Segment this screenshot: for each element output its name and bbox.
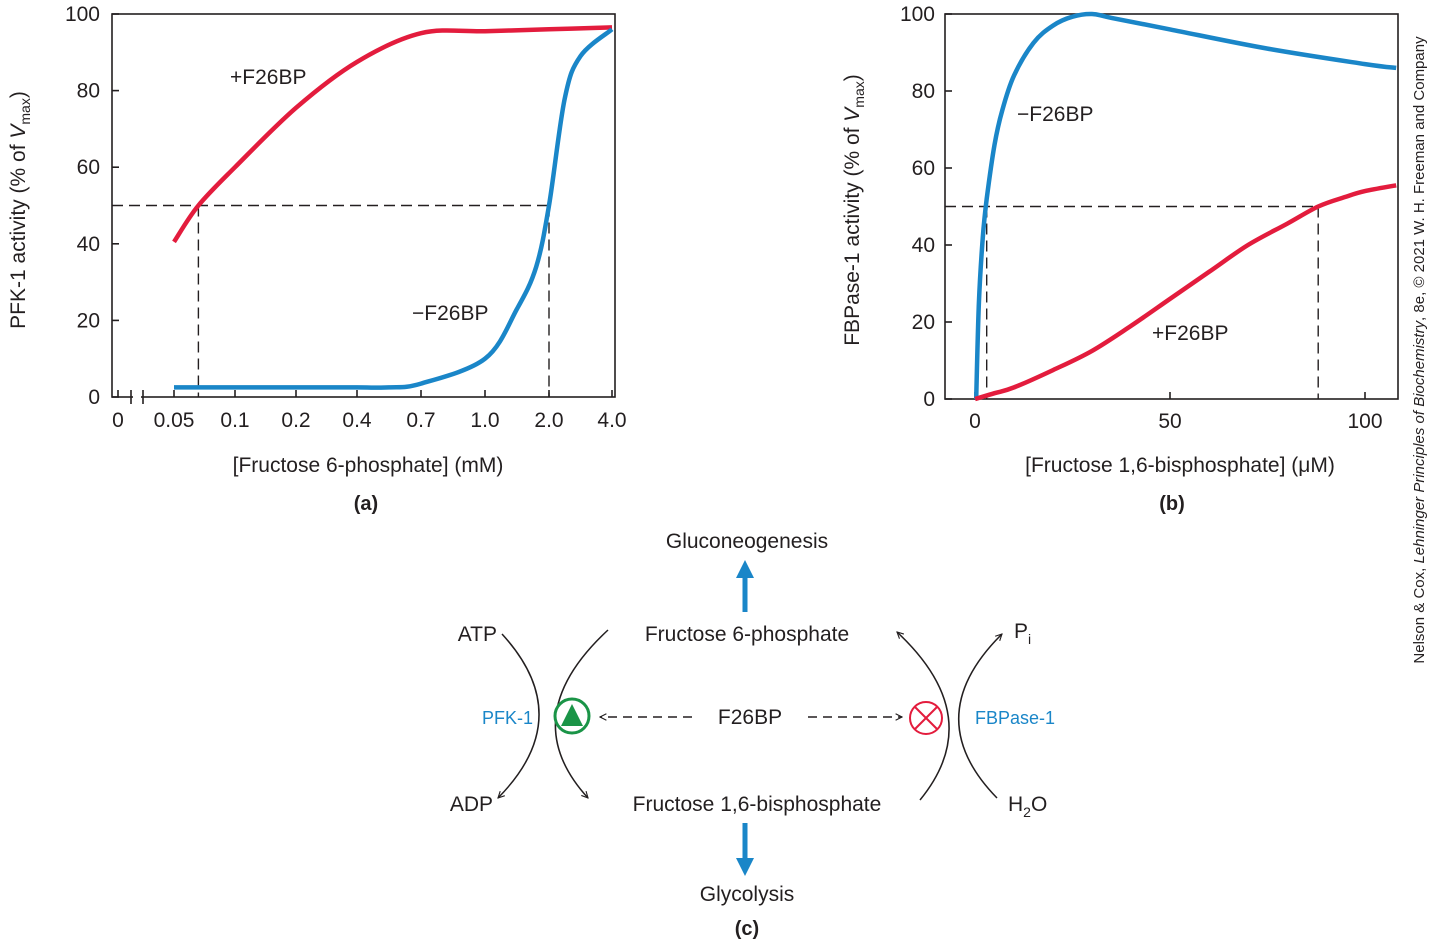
chart-a-x-axis-title: [Fructose 6-phosphate] (mM) <box>233 454 504 477</box>
chart-a-series-minus-f26bp-line <box>174 27 614 390</box>
chart-b-panel-label: (b) <box>1159 493 1185 515</box>
chart-a-series-plus-f26bp-line <box>172 25 613 244</box>
chart-a-y-tick-label: 60 <box>77 156 100 179</box>
chart-a-y-tick-label: 0 <box>88 386 100 409</box>
chart-a-x-tick-label: 0.1 <box>220 409 249 432</box>
inhibition-x-icon <box>909 701 943 735</box>
pathway-fructose-1-6-bisphosphate: Fructose 1,6-bisphosphate <box>633 793 882 816</box>
chart-b-y-tick-label: 0 <box>923 388 935 411</box>
pathway-pi: Pi <box>1014 620 1031 647</box>
chart-a-y-tick-label: 80 <box>77 80 100 103</box>
chart-b-series-label-minus: −F26BP <box>1017 103 1093 126</box>
chart-b-x-tick-label: 50 <box>1158 410 1181 433</box>
chart-a-x-tick-label: 2.0 <box>534 409 563 432</box>
chart-a-y-axis-title: PFK-1 activity (% of Vmax) <box>7 91 33 329</box>
enzyme-fbpase-1: FBPase-1 <box>975 708 1055 728</box>
chart-b-y-tick-label: 60 <box>912 157 935 180</box>
chart-a-x-tick-label: 0.05 <box>154 409 195 432</box>
chart-b-y-tick-label: 100 <box>900 3 935 26</box>
chart-a-x-tick-label: 0.2 <box>281 409 310 432</box>
chart-b-x-tick-label: 0 <box>969 410 981 433</box>
chart-a-axis-break-gap <box>133 392 141 402</box>
chart-a-series-label-minus: −F26BP <box>412 302 488 325</box>
pathway-h2o: H2O <box>1008 793 1047 820</box>
pathway-f26bp: F26BP <box>718 706 782 729</box>
chart-b-y-tick-label: 40 <box>912 234 935 257</box>
chart-a-x-tick-label: 0.7 <box>406 409 435 432</box>
h2o-to-pi-arc <box>958 634 1002 799</box>
chart-a-x-tick-label: 0.4 <box>342 409 372 432</box>
chart-a-series-label-plus: +F26BP <box>230 66 306 89</box>
pathway-diagram: Gluconeogenesis Fructose 6-phosphate Fru… <box>450 530 1055 940</box>
chart-a-x-tick-label: 1.0 <box>470 409 499 432</box>
chart-b-series-minus-f26bp-line <box>973 11 1397 400</box>
enzyme-pfk-1: PFK-1 <box>482 708 533 728</box>
chart-a-y-ticks: 0 20 40 60 80 100 <box>65 3 119 409</box>
chart-b-x-axis-title: [Fructose 1,6-bisphosphate] (μM) <box>1025 454 1335 477</box>
pathway-adp: ADP <box>450 793 493 816</box>
chart-b: 0 20 40 60 80 100 0 50 100 −F26BP +F26BP [Fruct… <box>841 3 1399 515</box>
pathway-gluconeogenesis: Gluconeogenesis <box>666 530 828 553</box>
chart-a-series <box>172 25 614 390</box>
chart-a-y-tick-label: 100 <box>65 3 100 26</box>
chart-b-y-ticks: 0 20 40 60 80 100 <box>900 3 952 411</box>
chart-b-series-label-plus: +F26BP <box>1152 322 1228 345</box>
chart-b-series-plus-f26bp-line <box>974 183 1397 402</box>
chart-b-x-tick-label: 100 <box>1347 410 1382 433</box>
up-arrow-icon <box>736 560 754 612</box>
credit-line: Nelson & Cox, Lehninger Principles of Bi… <box>1411 36 1428 664</box>
pathway-atp: ATP <box>458 623 497 646</box>
chart-a-panel-label: (a) <box>354 493 378 515</box>
chart-b-y-tick-label: 80 <box>912 80 935 103</box>
pathway-fructose-6-phosphate: Fructose 6-phosphate <box>645 623 849 646</box>
chart-b-y-tick-label: 20 <box>912 311 935 334</box>
atp-to-adp-arc <box>498 633 540 798</box>
f16bp-to-f6p-arc <box>897 632 950 801</box>
chart-b-series <box>973 11 1397 402</box>
chart-a-x-tick-label: 0 <box>112 409 124 432</box>
chart-a-x-tick-label: 4.0 <box>597 409 626 432</box>
activation-triangle-icon <box>553 697 591 735</box>
chart-b-reference-lines <box>945 205 1319 399</box>
down-arrow-icon <box>736 823 754 876</box>
chart-a-y-tick-label: 40 <box>77 233 100 256</box>
chart-c-panel-label: (c) <box>735 918 759 940</box>
chart-a-y-tick-label: 20 <box>77 309 100 332</box>
chart-a-x-ticks: 0 0.05 0.1 0.2 0.4 0.7 1.0 2.0 4.0 <box>112 390 627 432</box>
chart-a-reference-lines <box>112 204 550 397</box>
chart-b-x-ticks: 0 50 100 <box>969 392 1383 433</box>
pathway-glycolysis: Glycolysis <box>700 883 795 906</box>
chart-b-y-axis-title: FBPase-1 activity (% of Vmax) <box>841 74 867 346</box>
